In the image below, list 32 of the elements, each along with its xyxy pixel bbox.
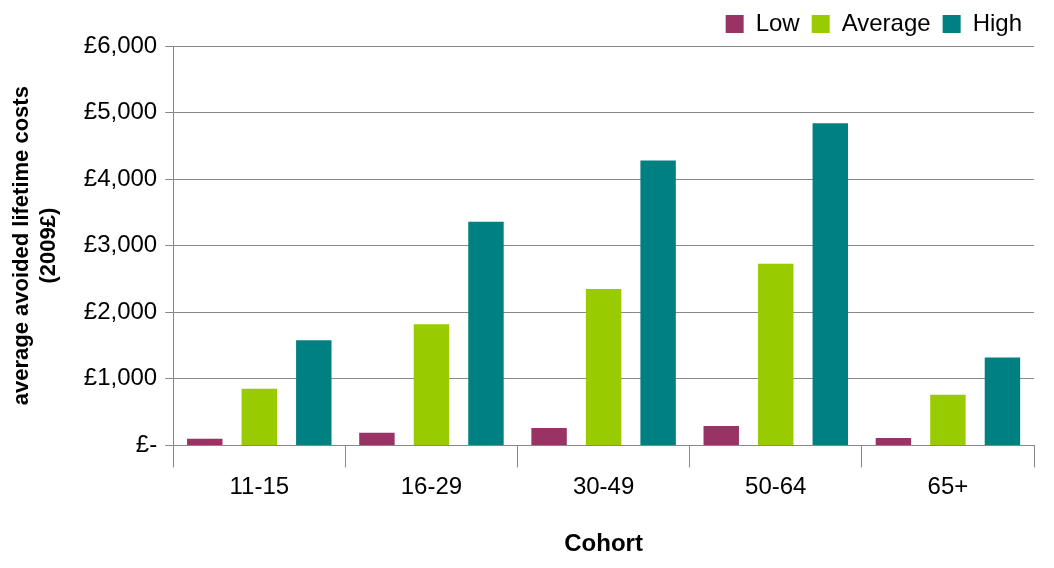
y-tick-label: £- (135, 430, 158, 458)
x-tick-label: 65+ (927, 472, 969, 500)
y-tick-label: £4,000 (83, 163, 158, 191)
y-tick-label: £6,000 (83, 30, 158, 58)
y-tick-label: £3,000 (83, 230, 158, 258)
x-tick-label: 50-64 (745, 472, 807, 500)
bar (241, 388, 277, 445)
y-tick-label: £1,000 (83, 363, 158, 391)
bar (703, 426, 739, 445)
bar (758, 263, 794, 445)
legend-label: Average (841, 8, 931, 36)
y-axis-title: average avoided lifetime costs (2009£) (8, 86, 60, 406)
bar (531, 428, 567, 445)
bar (359, 432, 395, 445)
x-tick-label: 11-15 (229, 472, 290, 500)
bar (468, 221, 504, 445)
bar (187, 438, 223, 445)
x-axis-title: Cohort (564, 529, 643, 557)
y-tick-label: £2,000 (83, 296, 158, 324)
bar (930, 394, 966, 445)
x-tick-label: 16-29 (400, 472, 463, 500)
legend-label: High (972, 8, 1022, 36)
bar (640, 160, 676, 445)
y-tick-label: £5,000 (83, 97, 158, 125)
bar (296, 340, 332, 445)
bar (812, 123, 848, 445)
bar (984, 357, 1021, 445)
bar (585, 288, 622, 445)
bar (875, 438, 912, 445)
bar (413, 324, 450, 445)
x-tick-label: 30-49 (572, 472, 635, 500)
legend-label: Low (755, 8, 801, 36)
